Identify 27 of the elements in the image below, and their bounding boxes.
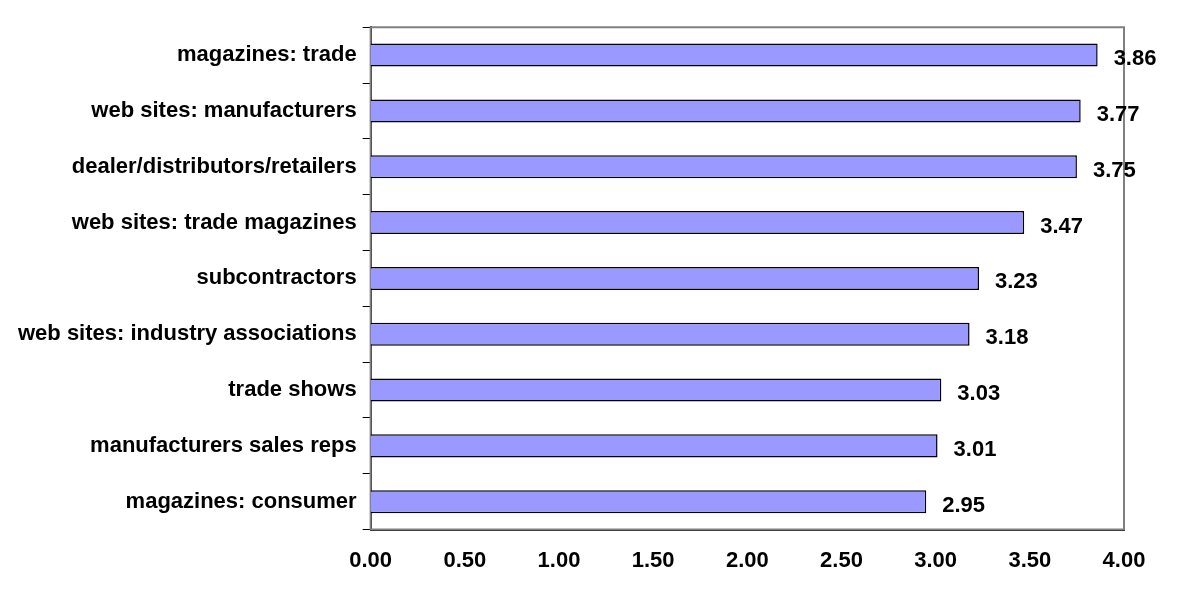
x-tick-label: 1.50 [631, 546, 675, 572]
y-tick-label: magazines: trade [176, 41, 357, 67]
data-label: 3.75 [1092, 156, 1136, 182]
data-label: 3.01 [953, 435, 997, 461]
x-tick-label: 3.00 [914, 546, 958, 572]
data-label: 3.23 [994, 268, 1038, 294]
x-tick-label: 4.00 [1102, 546, 1146, 572]
x-tick-label: 3.50 [1008, 546, 1052, 572]
x-tick-label: 2.00 [725, 546, 769, 572]
data-label: 2.95 [942, 491, 986, 517]
y-tick-label: subcontractors [196, 264, 357, 290]
y-tick-label: web sites: industry associations [16, 320, 357, 346]
x-tick-label: 1.00 [537, 546, 581, 572]
data-label: 3.18 [985, 324, 1029, 350]
data-label: 3.77 [1096, 101, 1140, 126]
data-label: 3.86 [1113, 45, 1157, 71]
y-tick-label: web sites: trade magazines [70, 208, 357, 234]
y-tick-label: manufacturers sales reps [90, 431, 357, 457]
y-tick-label: trade shows [228, 376, 357, 402]
x-tick-label: 2.50 [820, 546, 863, 572]
data-label: 3.03 [957, 380, 1001, 406]
x-tick-label: 0.50 [443, 546, 487, 572]
data-label: 3.47 [1040, 212, 1084, 238]
y-tick-label: dealer/distributors/retailers [71, 152, 357, 178]
y-tick-label: magazines: consumer [125, 487, 358, 513]
y-tick-label: web sites: manufacturers [90, 97, 357, 122]
x-tick-label: 0.00 [349, 546, 393, 572]
